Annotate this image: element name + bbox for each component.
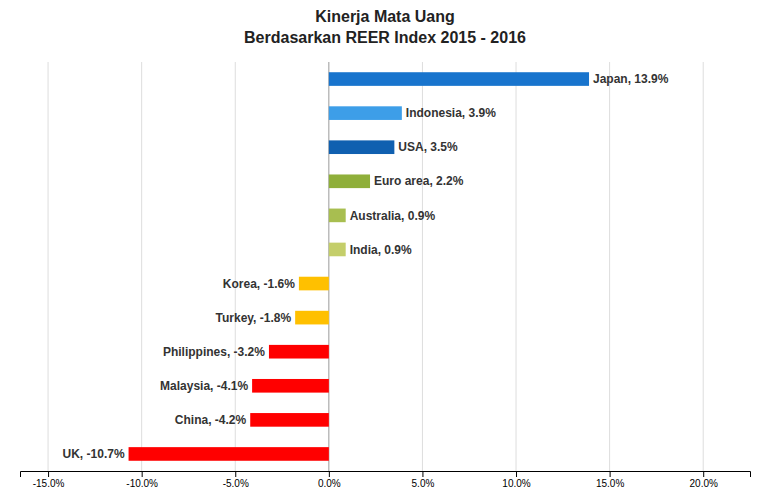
data-label: Euro area, 2.2% xyxy=(374,174,464,188)
grid-line xyxy=(48,62,49,471)
x-tick-mark xyxy=(516,471,517,477)
bar xyxy=(299,277,329,291)
x-tick-label: -15.0% xyxy=(33,478,65,489)
bar xyxy=(329,72,589,86)
data-label: UK, -10.7% xyxy=(63,447,125,461)
bar xyxy=(252,379,329,393)
x-tick: -5.0% xyxy=(223,471,249,489)
plot-area: Japan, 13.9% Indonesia, 3.9% USA, 3.5% Euro… xyxy=(21,62,751,489)
x-tick-label: 20.0% xyxy=(690,478,718,489)
grid-line xyxy=(141,62,142,471)
data-label: Malaysia, -4.1% xyxy=(160,379,248,393)
x-tick-mark xyxy=(235,471,236,477)
grid-line xyxy=(422,62,423,471)
x-tick-label: 5.0% xyxy=(412,478,435,489)
data-label: Australia, 0.9% xyxy=(350,209,436,223)
x-tick-label: 10.0% xyxy=(502,478,530,489)
x-tick-mark xyxy=(329,471,330,477)
bar xyxy=(329,140,395,154)
bar xyxy=(329,106,402,120)
grid xyxy=(48,62,703,471)
x-tick: -10.0% xyxy=(126,471,158,489)
bars xyxy=(129,72,589,461)
data-label: Turkey, -1.8% xyxy=(216,311,292,325)
x-tick: 20.0% xyxy=(690,471,718,489)
x-axis: -15.0% -10.0% -5.0% 0.0% 5.0% 10.0% 15.0% 20.0% xyxy=(21,471,751,489)
x-tick: 5.0% xyxy=(412,471,435,489)
x-tick-mark xyxy=(142,471,143,477)
bar xyxy=(329,174,370,188)
x-tick-mark xyxy=(422,471,423,477)
title-line: Kinerja Mata Uang xyxy=(315,8,455,25)
x-axis-line xyxy=(21,472,751,478)
data-label: India, 0.9% xyxy=(350,243,412,257)
grid-line xyxy=(609,62,610,471)
bar xyxy=(329,209,346,223)
bar xyxy=(295,311,329,325)
bar xyxy=(250,413,329,427)
title-line: Berdasarkan REER Index 2015 - 2016 xyxy=(244,29,526,46)
x-tick: 10.0% xyxy=(502,471,530,489)
title: Kinerja Mata Uang Berdasarkan REER Index … xyxy=(244,8,526,46)
data-label: USA, 3.5% xyxy=(398,140,458,154)
bar xyxy=(329,243,346,257)
x-tick: -15.0% xyxy=(33,471,65,489)
x-tick-mark xyxy=(48,471,49,477)
grid-line xyxy=(235,62,236,471)
grid-line xyxy=(516,62,517,471)
x-tick-label: 0.0% xyxy=(318,478,341,489)
x-tick-label: 15.0% xyxy=(596,478,624,489)
x-tick: 15.0% xyxy=(596,471,624,489)
data-label: Japan, 13.9% xyxy=(593,72,669,86)
bar xyxy=(269,345,329,359)
data-label: Philippines, -3.2% xyxy=(163,345,265,359)
chart-container: Japan, 13.9% Indonesia, 3.9% USA, 3.5% Euro… xyxy=(0,0,770,503)
data-label: Korea, -1.6% xyxy=(223,277,295,291)
bar xyxy=(129,447,329,461)
x-tick: 0.0% xyxy=(318,471,341,489)
grid-line xyxy=(328,62,329,471)
grid-line xyxy=(703,62,704,471)
data-label: Indonesia, 3.9% xyxy=(406,106,496,120)
data-label: China, -4.2% xyxy=(175,413,247,427)
chart-svg: Japan, 13.9% Indonesia, 3.9% USA, 3.5% Euro… xyxy=(0,0,770,503)
x-tick-mark xyxy=(703,471,704,477)
x-tick-mark xyxy=(610,471,611,477)
x-tick-label: -10.0% xyxy=(126,478,158,489)
data-labels: Japan, 13.9% Indonesia, 3.9% USA, 3.5% Euro… xyxy=(63,72,669,461)
x-tick-label: -5.0% xyxy=(223,478,249,489)
